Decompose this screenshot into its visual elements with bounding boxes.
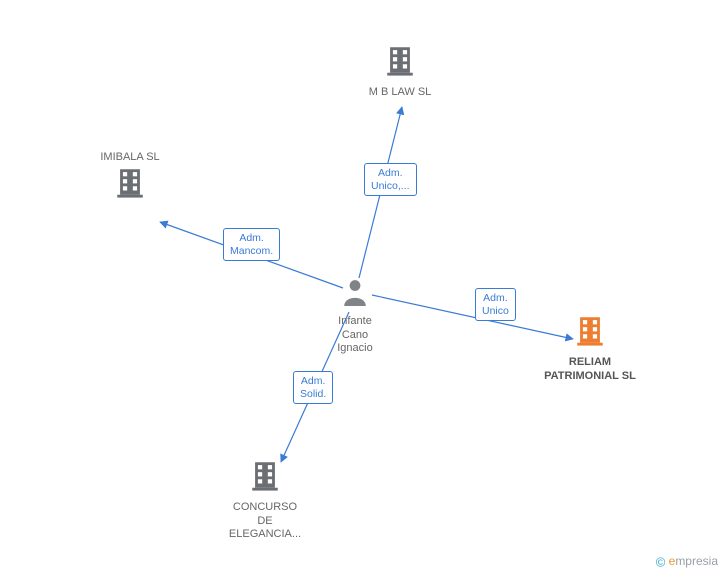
edge-label: Adm.Unico	[475, 288, 516, 321]
node-label: RELIAMPATRIMONIAL SL	[535, 356, 645, 384]
watermark: © empresia	[656, 554, 718, 569]
building-icon	[113, 165, 147, 204]
building-icon	[248, 458, 282, 497]
node-label: Infante Cano Ignacio	[325, 315, 385, 356]
node-label: M B LAW SL	[345, 86, 455, 100]
person-icon	[342, 278, 368, 311]
node-label: IMIBALA SL	[75, 151, 185, 165]
node-imibala[interactable]: IMIBALA SL	[75, 147, 185, 204]
building-icon	[383, 43, 417, 82]
copyright-symbol: ©	[656, 554, 666, 569]
edge-label: Adm.Solid.	[293, 371, 333, 404]
node-label: CONCURSODEELEGANCIA...	[210, 501, 320, 542]
node-concurso[interactable]: CONCURSODEELEGANCIA...	[210, 458, 320, 542]
node-person-center[interactable]: Infante Cano Ignacio	[325, 278, 385, 356]
building-icon	[573, 313, 607, 352]
node-reliam[interactable]: RELIAMPATRIMONIAL SL	[535, 313, 645, 383]
edge-label: Adm.Unico,...	[364, 163, 417, 196]
edge-label: Adm.Mancom.	[223, 228, 280, 261]
diagram-canvas: Infante Cano Ignacio M B LAW SL IMIBALA S…	[0, 0, 728, 575]
watermark-text: empresia	[669, 554, 718, 568]
node-mblaw[interactable]: M B LAW SL	[345, 43, 455, 100]
